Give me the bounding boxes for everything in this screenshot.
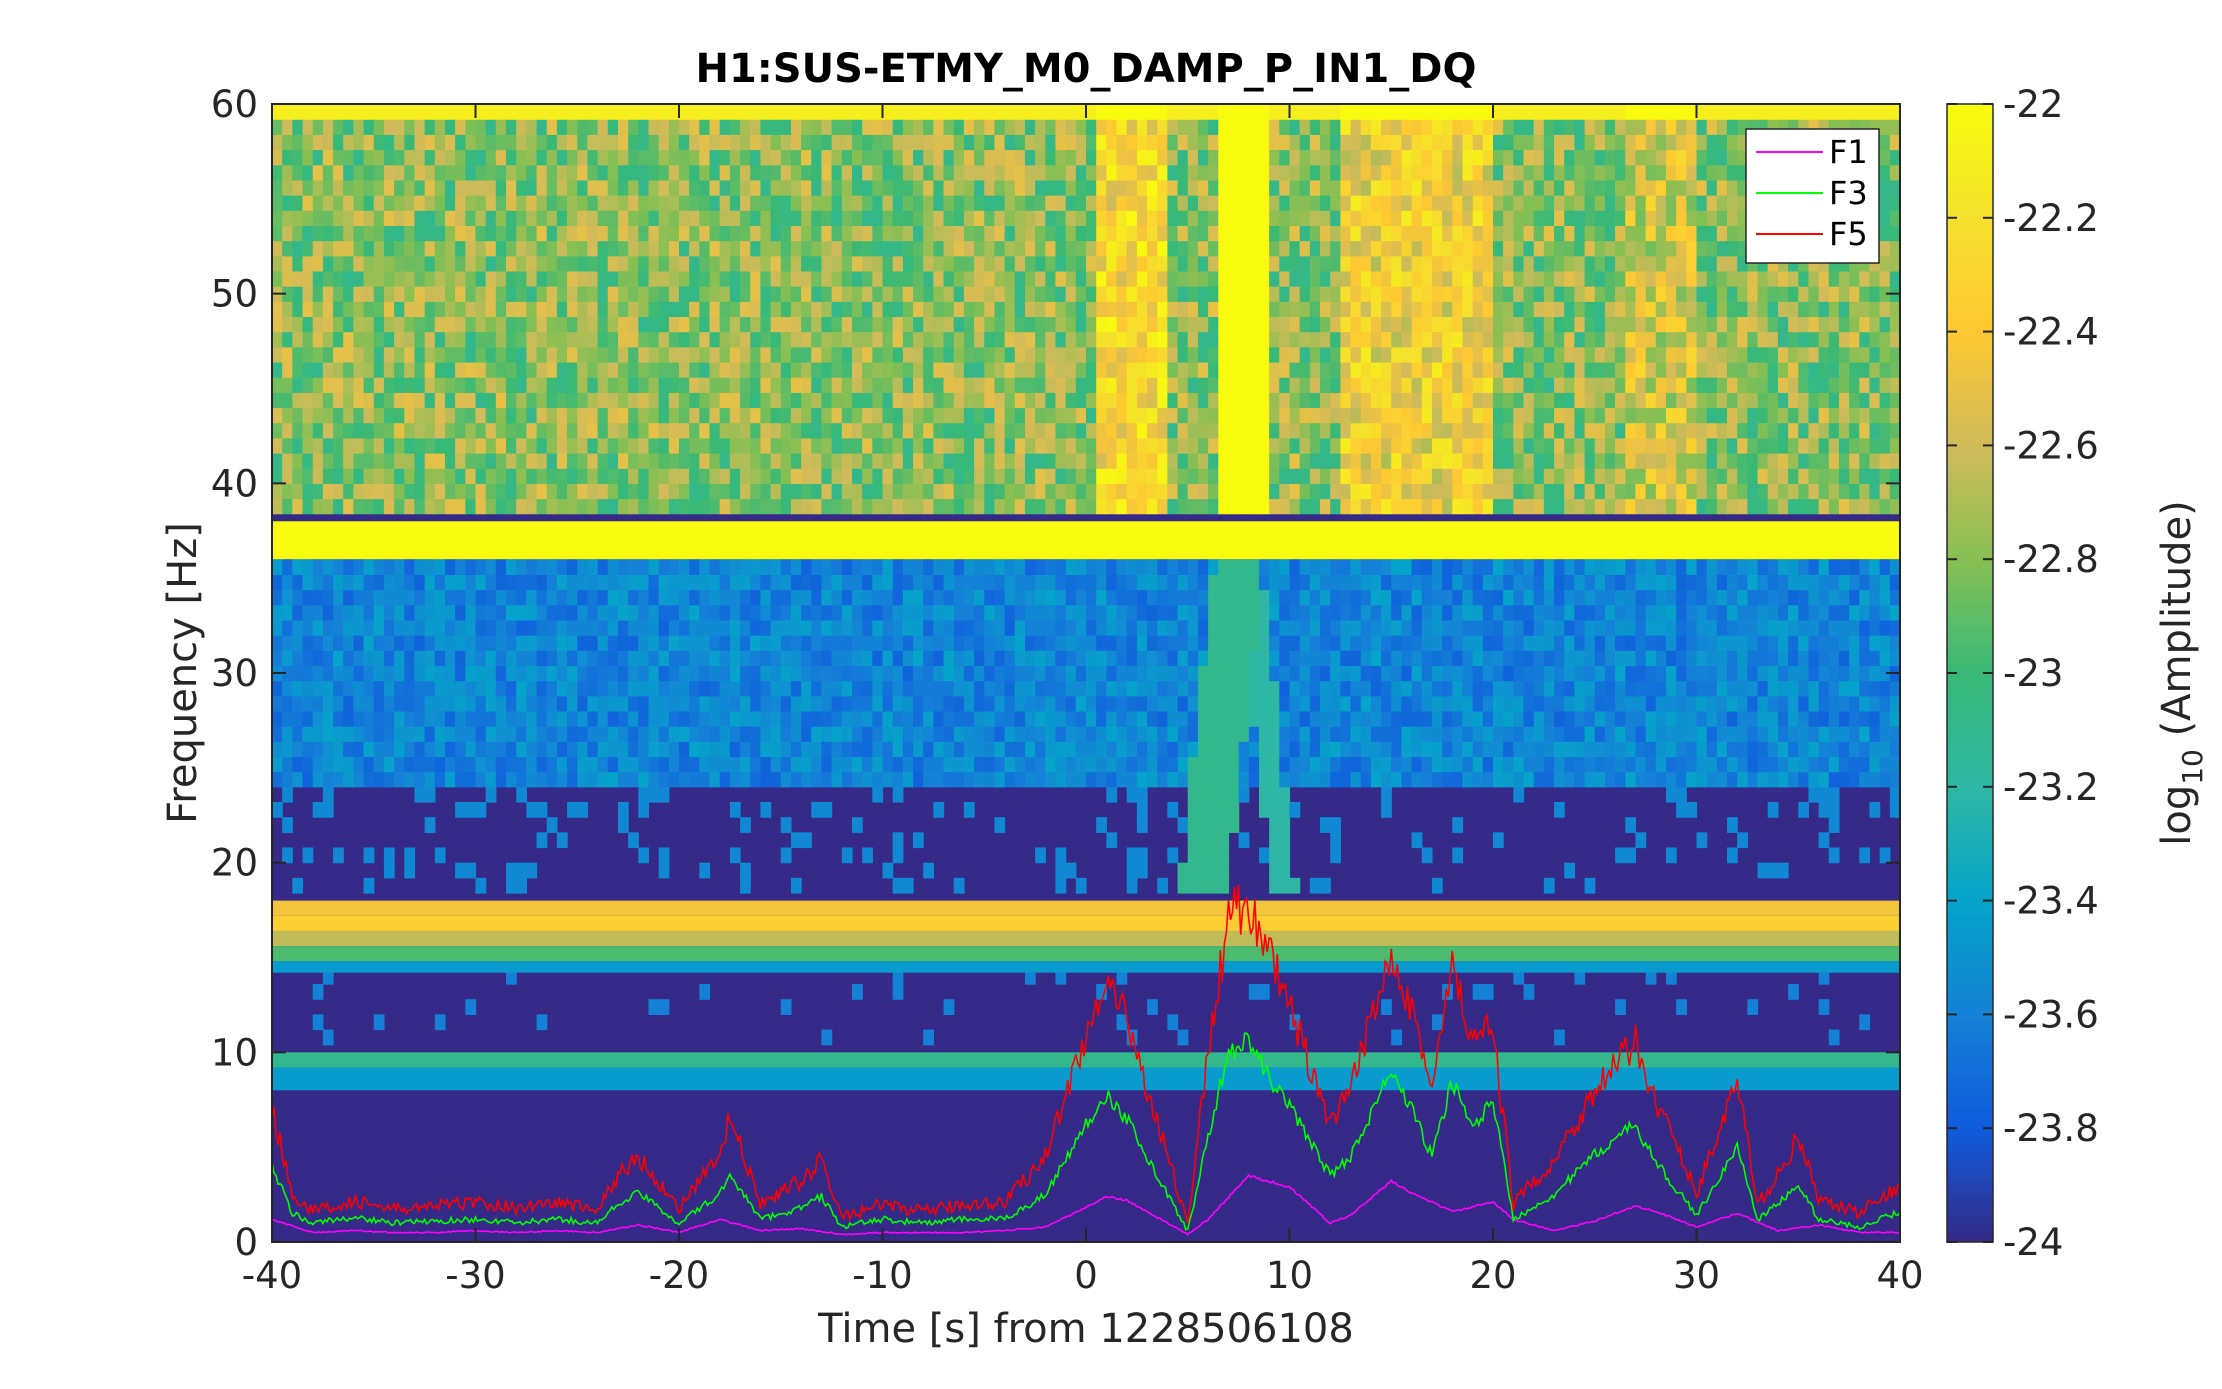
legend-label-f3: F3 bbox=[1829, 174, 1868, 212]
heatmap-band bbox=[272, 521, 1900, 560]
legend-label-f1: F1 bbox=[1829, 133, 1868, 171]
x-axis-ticks: -40 -30 -20 -10 0 10 20 30 40 bbox=[242, 104, 1924, 1297]
y-tick-label: 40 bbox=[211, 462, 258, 505]
x-tick-label: 30 bbox=[1673, 1254, 1720, 1297]
heatmap-band bbox=[272, 1067, 1900, 1091]
x-tick-label: 0 bbox=[1074, 1254, 1098, 1297]
colorbar-tick-label: -22.6 bbox=[2003, 424, 2099, 467]
y-tick-label: 0 bbox=[234, 1221, 258, 1264]
colorbar-tick-label: -23 bbox=[2003, 652, 2063, 695]
chart-title: H1:SUS-ETMY_M0_DAMP_P_IN1_DQ bbox=[695, 46, 1476, 92]
y-tick-label: 20 bbox=[211, 842, 258, 885]
x-tick-label: -30 bbox=[445, 1254, 505, 1297]
colorbar-tick-label: -23.2 bbox=[2003, 766, 2099, 809]
colorbar-tick-label: -22 bbox=[2003, 83, 2063, 126]
y-axis-label: Frequency [Hz] bbox=[160, 522, 206, 824]
x-tick-label: -10 bbox=[852, 1254, 912, 1297]
heatmap-band bbox=[272, 930, 1900, 947]
x-tick-label: 10 bbox=[1266, 1254, 1313, 1297]
x-tick-label: 40 bbox=[1876, 1254, 1923, 1297]
series-line-f3 bbox=[272, 1032, 1900, 1231]
x-tick-label: -20 bbox=[649, 1254, 709, 1297]
colorbar-tick-label: -22.2 bbox=[2003, 197, 2099, 240]
amplitude-lines bbox=[272, 884, 1900, 1236]
series-line-f1 bbox=[272, 1173, 1900, 1236]
y-tick-label: 50 bbox=[211, 273, 258, 316]
colorbar-tick-label: -23.6 bbox=[2003, 993, 2099, 1036]
y-tick-label: 60 bbox=[211, 83, 258, 126]
x-tick-label: -40 bbox=[242, 1254, 302, 1297]
colorbar-tick-label: -24 bbox=[2003, 1221, 2063, 1264]
x-tick-label: 20 bbox=[1469, 1254, 1516, 1297]
y-tick-label: 30 bbox=[211, 652, 258, 695]
y-tick-label: 10 bbox=[211, 1031, 258, 1074]
plot-area bbox=[272, 104, 1900, 1242]
heatmap-band bbox=[272, 900, 1900, 916]
heatmap-cells bbox=[272, 104, 1900, 1046]
x-axis-label: Time [s] from 1228506108 bbox=[817, 1306, 1354, 1352]
heatmap-band bbox=[272, 946, 1900, 962]
series-line-f5 bbox=[272, 884, 1900, 1224]
colorbar-tick-label: -22.8 bbox=[2003, 538, 2099, 581]
colorbar-tick-label: -23.8 bbox=[2003, 1107, 2099, 1150]
heatmap-band bbox=[272, 961, 1900, 973]
y-axis-ticks: 0 10 20 30 40 50 60 bbox=[211, 83, 1900, 1264]
colorbar-label: log10 (Amplitude) bbox=[2154, 500, 2209, 846]
colorbar-tick-label: -22.4 bbox=[2003, 311, 2099, 354]
heatmap-band bbox=[272, 915, 1900, 931]
colorbar-ticks: -22 -22.2 -22.4 -22.6 -22.8 -23 -23.2 -23.4 -23.… bbox=[1947, 83, 2099, 1264]
heatmap-band bbox=[272, 1052, 1900, 1068]
heatmap-bands bbox=[272, 521, 1900, 1091]
legend-label-f5: F5 bbox=[1829, 215, 1868, 253]
colorbar: -22 -22.2 -22.4 -22.6 -22.8 -23 -23.2 -23.4 -23.… bbox=[1946, 83, 2209, 1264]
colorbar-tick-label: -23.4 bbox=[2003, 880, 2099, 923]
